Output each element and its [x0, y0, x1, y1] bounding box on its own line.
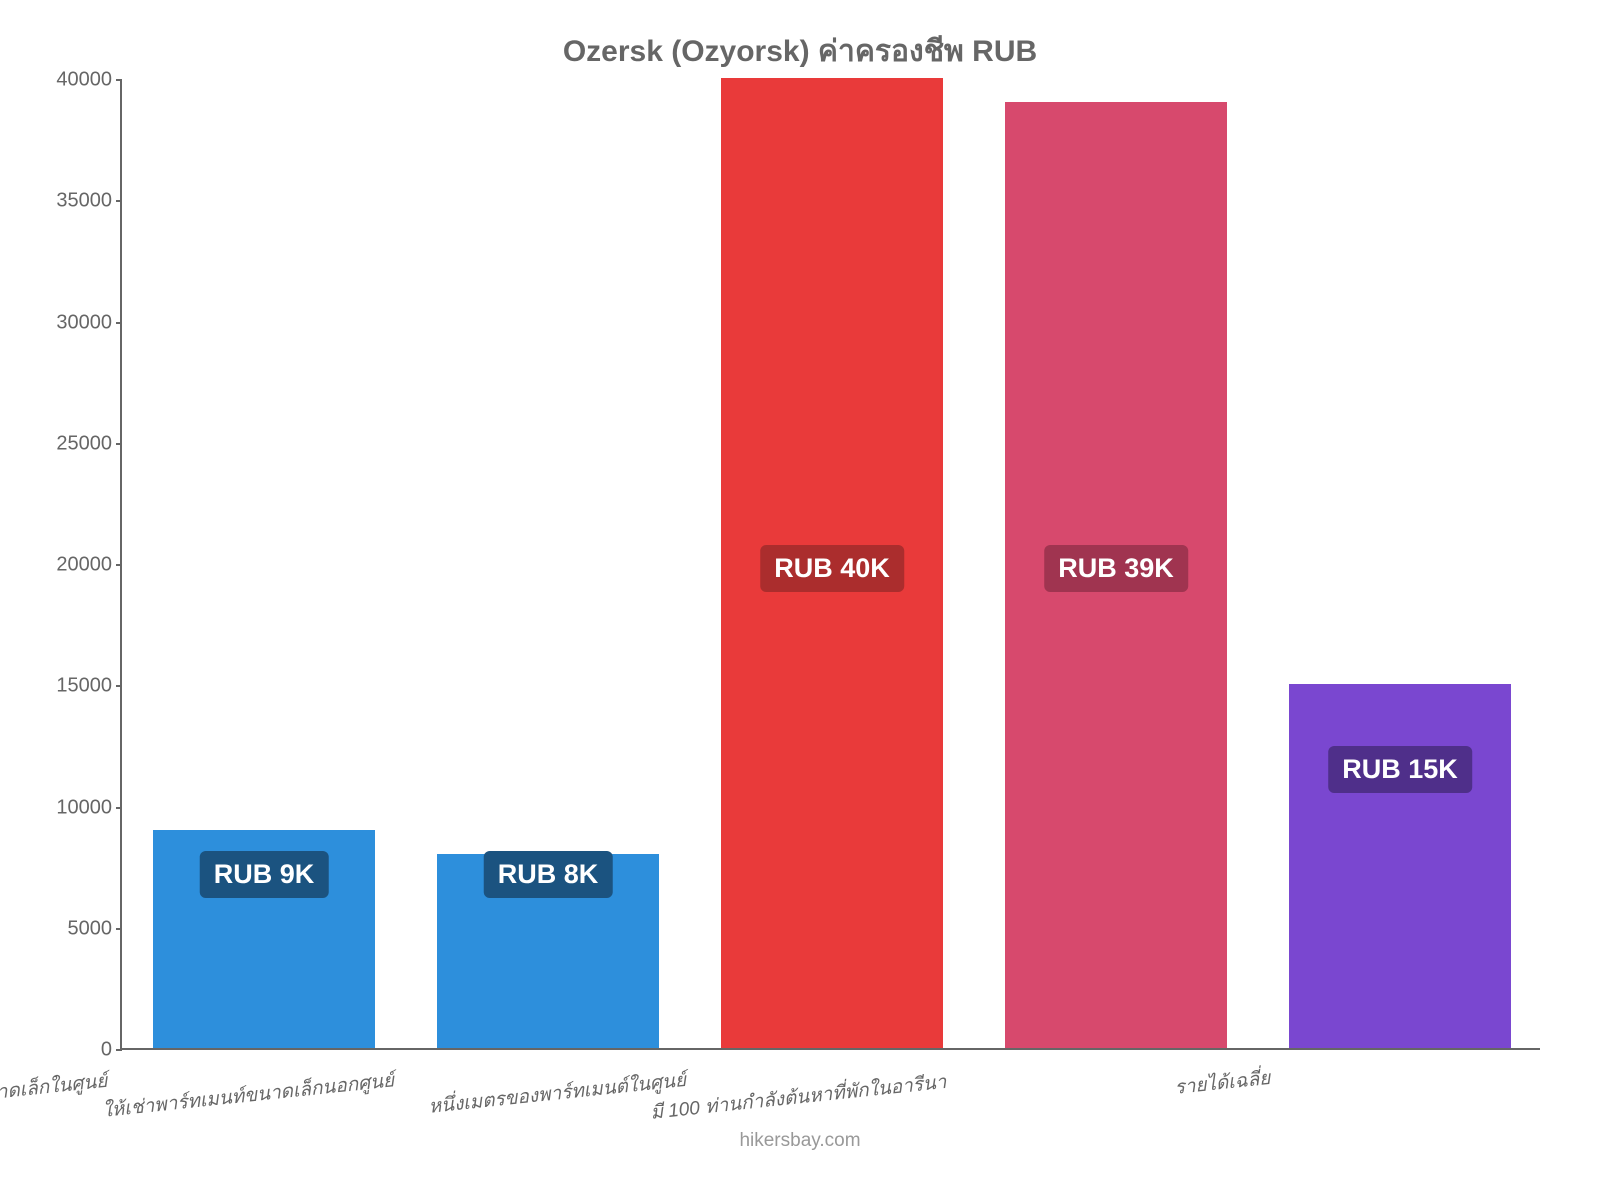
y-tick-mark	[116, 564, 122, 566]
bar: RUB 15K	[1289, 684, 1511, 1048]
y-tick-label: 10000	[0, 796, 112, 819]
bar: RUB 8K	[437, 854, 659, 1048]
y-tick-label: 20000	[0, 554, 112, 577]
bar: RUB 40K	[721, 78, 943, 1048]
bar: RUB 9K	[153, 830, 375, 1048]
footer-text: hikersbay.com	[0, 1130, 1600, 1152]
y-tick-mark	[116, 928, 122, 930]
y-tick-label: 35000	[0, 190, 112, 213]
y-tick-mark	[116, 200, 122, 202]
y-tick-label: 30000	[0, 311, 112, 334]
bar-value-badge: RUB 39K	[1044, 545, 1188, 592]
bar-value-badge: RUB 40K	[760, 545, 904, 592]
y-tick-label: 15000	[0, 675, 112, 698]
y-tick-mark	[116, 79, 122, 81]
x-axis-label: ให้เช่าพาร์ทเมนท์ขนาดเล็กนอกศูนย์	[101, 1065, 396, 1125]
chart-title: Ozersk (Ozyorsk) ค่าครองชีพ RUB	[0, 28, 1600, 75]
y-tick-label: 5000	[0, 917, 112, 940]
y-tick-mark	[116, 322, 122, 324]
y-tick-label: 25000	[0, 432, 112, 455]
bar-value-badge: RUB 15K	[1328, 746, 1472, 793]
plot-area: RUB 9K RUB 8K RUB 40K RUB 39K RUB 15K	[120, 80, 1540, 1050]
y-tick-mark	[116, 443, 122, 445]
bar-value-badge: RUB 9K	[200, 851, 329, 898]
bar-value-badge: RUB 8K	[484, 851, 613, 898]
y-tick-mark	[116, 807, 122, 809]
x-axis-label: มี 100 ท่านกำลังต้นหาที่พักในอารีนา	[649, 1067, 948, 1128]
x-axis-label: หนึ่งเมตรของพาร์ทเมนต์ในศูนย์	[427, 1065, 687, 1122]
x-axis-label: รายได้เฉลี่ย	[1173, 1063, 1272, 1103]
y-tick-label: 40000	[0, 69, 112, 92]
y-tick-mark	[116, 685, 122, 687]
bar: RUB 39K	[1005, 102, 1227, 1048]
y-tick-mark	[116, 1049, 122, 1051]
chart-container: Ozersk (Ozyorsk) ค่าครองชีพ RUB RUB 9KRU…	[0, 0, 1600, 1200]
x-axis-label: ให้เช่าพาร์ทเมนต์ขนาดเล็กในศูนย์	[0, 1066, 109, 1125]
y-tick-label: 0	[0, 1039, 112, 1062]
